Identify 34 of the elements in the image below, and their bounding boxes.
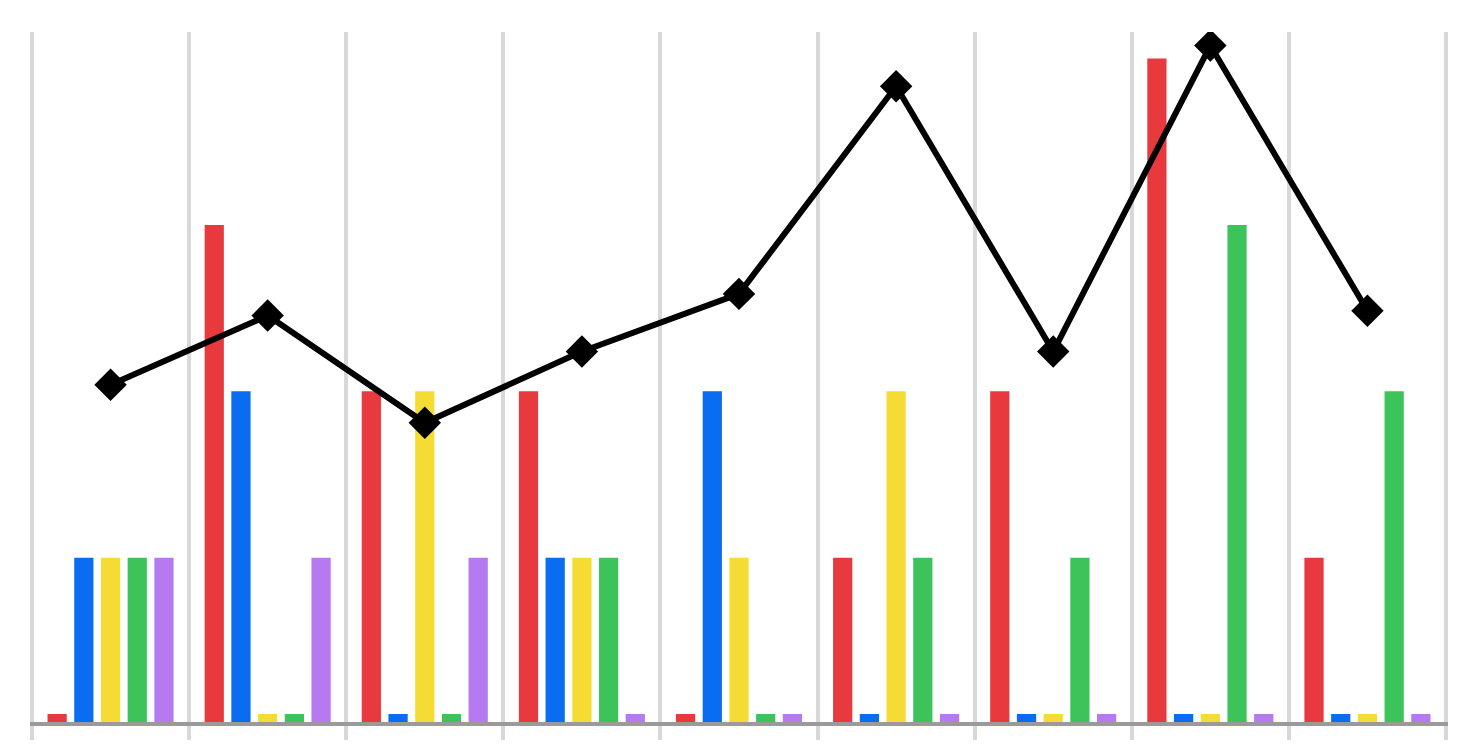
point — [409, 407, 440, 438]
bar — [1304, 557, 1324, 724]
point — [1195, 32, 1226, 61]
bar — [729, 557, 749, 724]
point — [724, 278, 754, 309]
bar — [833, 557, 853, 724]
point — [1352, 295, 1383, 326]
bar — [990, 391, 1010, 724]
bar — [913, 557, 933, 724]
bar — [1147, 58, 1167, 724]
bar — [545, 557, 565, 724]
bar — [361, 391, 381, 724]
point — [881, 71, 912, 102]
bar — [74, 557, 94, 724]
bar — [1070, 557, 1090, 724]
bar — [518, 391, 539, 724]
bar — [415, 391, 435, 724]
bar — [1384, 391, 1404, 724]
bar — [598, 557, 619, 724]
bar — [311, 557, 331, 724]
bar — [154, 557, 174, 724]
point — [566, 336, 597, 367]
bar — [886, 391, 906, 724]
bar — [1227, 224, 1247, 724]
point — [252, 300, 283, 331]
bar — [572, 557, 592, 724]
bar — [100, 557, 121, 724]
bar — [231, 391, 251, 724]
bar — [204, 224, 224, 724]
point — [95, 369, 126, 400]
bar — [127, 557, 147, 724]
bar — [468, 557, 488, 724]
bar — [702, 391, 722, 724]
point — [1038, 336, 1069, 367]
